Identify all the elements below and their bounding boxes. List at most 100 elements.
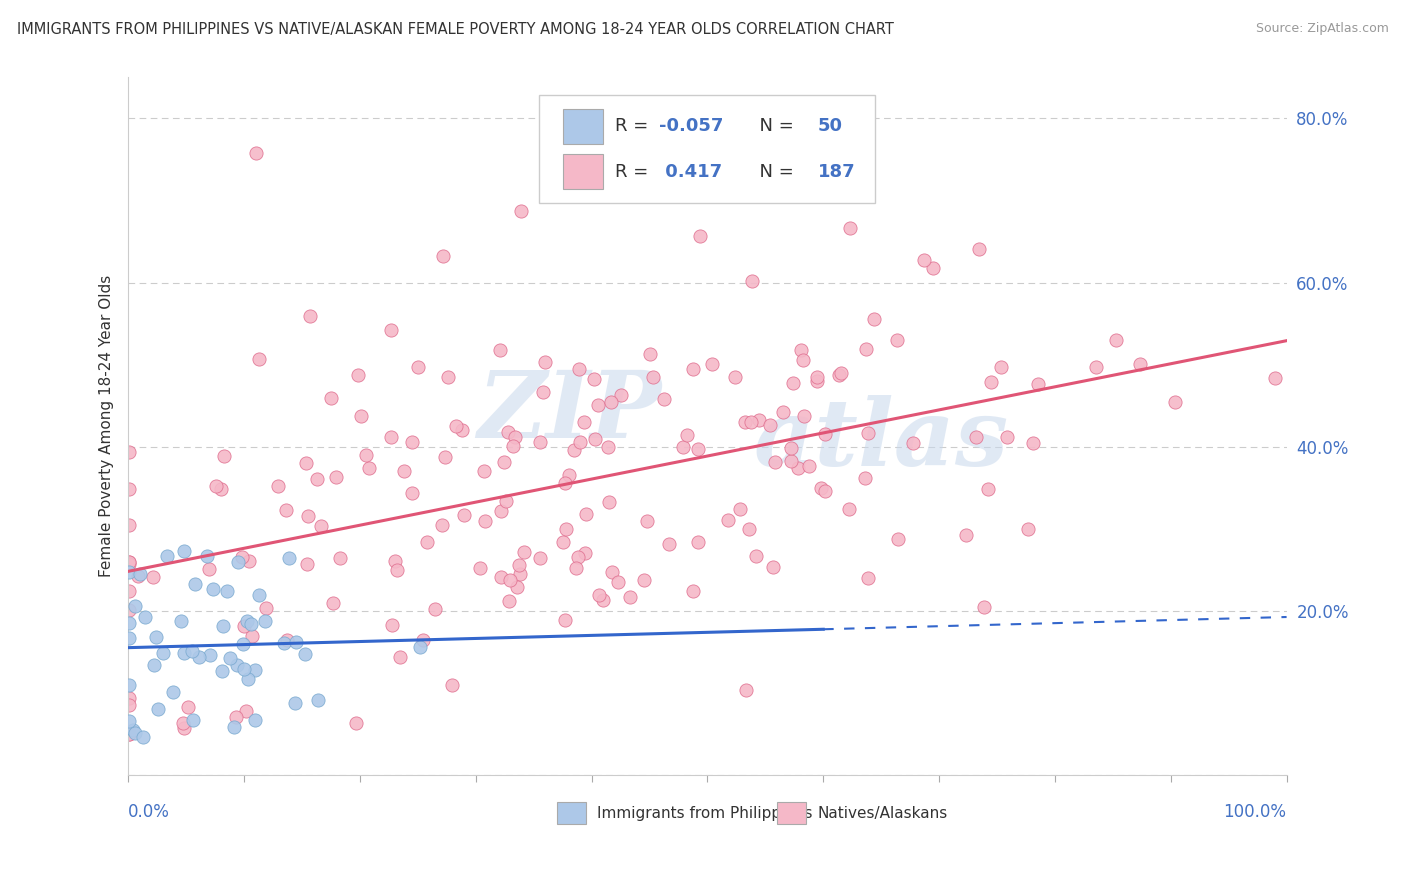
FancyBboxPatch shape xyxy=(562,154,603,189)
Point xyxy=(689,228,711,243)
Point xyxy=(965,430,987,444)
Point xyxy=(799,458,821,473)
Point xyxy=(118,631,141,645)
Point xyxy=(245,145,267,160)
Point xyxy=(686,442,709,456)
Point xyxy=(967,242,990,256)
Point xyxy=(814,484,837,499)
Point xyxy=(977,482,1000,496)
Point xyxy=(886,334,908,348)
Point xyxy=(451,423,474,437)
Point xyxy=(553,535,575,549)
Point xyxy=(600,566,623,580)
Point xyxy=(273,635,295,649)
Point xyxy=(437,370,460,384)
Point xyxy=(212,618,235,632)
Point xyxy=(329,550,352,565)
Point xyxy=(990,360,1012,375)
Point xyxy=(173,646,195,660)
Text: R =: R = xyxy=(614,117,654,136)
Point xyxy=(297,557,319,571)
Point xyxy=(636,514,658,528)
Text: 50: 50 xyxy=(817,117,842,136)
Point xyxy=(723,370,745,384)
Point xyxy=(118,678,141,692)
Point xyxy=(142,569,165,583)
Point xyxy=(505,430,527,444)
Point xyxy=(118,557,141,571)
Point xyxy=(235,704,257,718)
Point xyxy=(118,691,141,706)
Point xyxy=(384,554,406,568)
Point xyxy=(297,508,319,523)
Point xyxy=(596,440,619,454)
Point xyxy=(686,535,709,549)
Point xyxy=(717,512,740,526)
Point xyxy=(1028,377,1050,392)
Point xyxy=(240,629,263,643)
Point xyxy=(380,430,402,444)
Point xyxy=(502,439,524,453)
Point xyxy=(325,470,347,484)
Point xyxy=(574,546,596,560)
Point xyxy=(599,395,621,409)
Point xyxy=(253,615,276,629)
Point xyxy=(118,565,141,579)
Point xyxy=(181,713,204,727)
Point xyxy=(682,362,704,376)
Point xyxy=(558,468,581,483)
Text: R =: R = xyxy=(614,162,654,180)
Point xyxy=(641,370,664,384)
Point xyxy=(468,561,491,575)
Point xyxy=(489,569,512,583)
Point xyxy=(588,588,610,602)
Point xyxy=(575,507,598,521)
Point xyxy=(118,714,141,728)
Point xyxy=(672,440,695,454)
Point xyxy=(434,450,457,464)
Text: atlas: atlas xyxy=(754,395,1010,485)
Point xyxy=(583,432,606,446)
Point xyxy=(134,610,156,624)
Point xyxy=(806,374,828,388)
Point xyxy=(238,673,260,687)
Point xyxy=(607,575,630,590)
Point xyxy=(582,372,605,386)
Point xyxy=(529,550,551,565)
Point xyxy=(738,522,761,536)
Point xyxy=(529,434,551,449)
Point xyxy=(973,599,995,614)
Point xyxy=(782,376,804,391)
Point xyxy=(564,443,586,458)
Point xyxy=(380,323,402,337)
Point xyxy=(505,580,527,594)
Point xyxy=(748,413,770,427)
Point xyxy=(129,566,152,581)
Point xyxy=(676,428,699,442)
Point xyxy=(638,346,661,360)
Point xyxy=(401,485,423,500)
Point xyxy=(453,508,475,523)
Point xyxy=(385,563,408,577)
Point xyxy=(118,603,141,617)
Point xyxy=(381,618,404,632)
Point xyxy=(489,343,512,357)
Point xyxy=(1163,395,1185,409)
Point xyxy=(508,558,530,572)
Point xyxy=(217,583,239,598)
Point xyxy=(995,430,1018,444)
Point xyxy=(284,635,307,649)
Text: Natives/Alaskans: Natives/Alaskans xyxy=(817,805,948,821)
Point xyxy=(498,593,520,607)
Point xyxy=(299,309,322,323)
Text: Immigrants from Philippines: Immigrants from Philippines xyxy=(598,805,813,821)
Point xyxy=(793,409,815,424)
Point xyxy=(416,534,439,549)
Text: 100.0%: 100.0% xyxy=(1223,803,1286,821)
Point xyxy=(198,562,221,576)
Point xyxy=(173,722,195,736)
Point xyxy=(143,657,166,672)
Point xyxy=(225,710,247,724)
Point xyxy=(838,221,860,235)
Point xyxy=(495,493,517,508)
